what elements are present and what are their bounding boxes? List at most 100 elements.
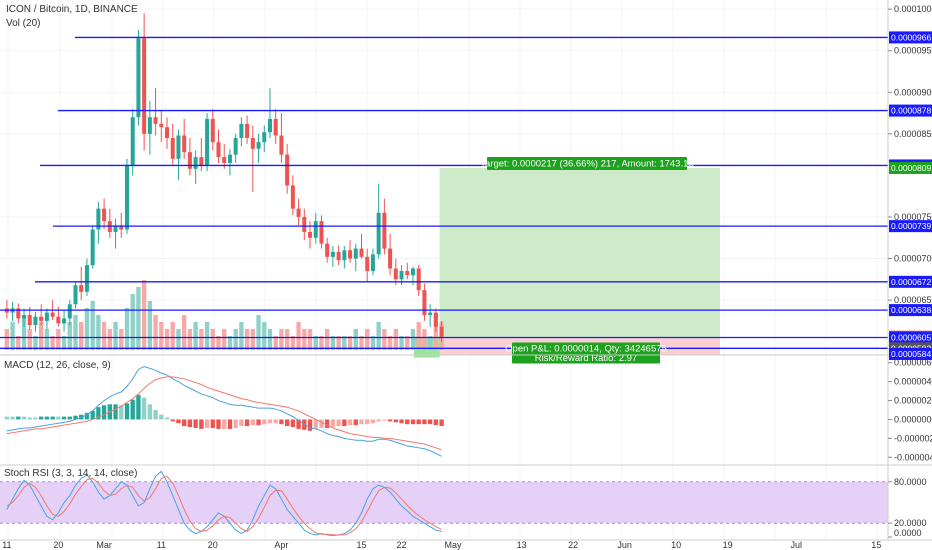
- candle-down[interactable]: [56, 316, 61, 324]
- candle-up[interactable]: [376, 212, 381, 255]
- candle-up[interactable]: [67, 304, 72, 319]
- candle-down[interactable]: [159, 123, 164, 128]
- candle-up[interactable]: [124, 165, 129, 230]
- candle-down[interactable]: [165, 127, 170, 139]
- candle-up[interactable]: [399, 271, 404, 280]
- candle-down[interactable]: [359, 248, 364, 257]
- price-tag[interactable]: [889, 31, 932, 44]
- candle-down[interactable]: [222, 157, 227, 163]
- candle-down[interactable]: [308, 231, 313, 238]
- candle-up[interactable]: [113, 225, 118, 232]
- candle-up[interactable]: [342, 250, 347, 261]
- macd-histogram-bar: [227, 419, 233, 429]
- candle-down[interactable]: [416, 268, 421, 291]
- candle-down[interactable]: [388, 248, 393, 269]
- candle-up[interactable]: [239, 123, 244, 139]
- candle-down[interactable]: [296, 208, 301, 217]
- time-axis[interactable]: 11 20 Mar 11 20 Apr 15 22 May 13 22 Jun 10 19 Jul 15: [2, 540, 881, 550]
- price-tag[interactable]: [889, 331, 932, 344]
- candle-up[interactable]: [147, 117, 152, 134]
- candle-up[interactable]: [256, 142, 261, 149]
- time-tick-label: 11: [157, 540, 166, 550]
- candle-down[interactable]: [210, 118, 215, 143]
- macd-histogram-bar: [416, 419, 421, 425]
- candle-down[interactable]: [393, 268, 398, 280]
- candle-down[interactable]: [27, 315, 32, 326]
- candle-down[interactable]: [250, 138, 255, 149]
- candle-down[interactable]: [325, 243, 330, 257]
- macd-histogram-bar: [113, 404, 118, 420]
- candle-up[interactable]: [313, 221, 318, 238]
- candle-up[interactable]: [136, 38, 141, 118]
- price-tag[interactable]: [889, 161, 932, 174]
- candle-down[interactable]: [39, 316, 44, 321]
- candle-down[interactable]: [290, 185, 295, 209]
- price-tag[interactable]: [889, 348, 932, 360]
- candle-up[interactable]: [370, 254, 375, 272]
- candle-down[interactable]: [279, 135, 284, 155]
- price-tag[interactable]: [889, 304, 932, 317]
- price-tag[interactable]: [889, 104, 932, 117]
- candle-down[interactable]: [348, 250, 353, 259]
- candle-up[interactable]: [262, 132, 267, 143]
- candle-down[interactable]: [273, 118, 278, 136]
- candle-down[interactable]: [79, 285, 84, 292]
- candle-up[interactable]: [205, 118, 210, 166]
- time-tick-label: 22: [568, 540, 578, 550]
- candle-down[interactable]: [405, 271, 410, 276]
- candle-up[interactable]: [267, 118, 272, 133]
- candle-down[interactable]: [102, 208, 107, 222]
- candle-up[interactable]: [330, 251, 335, 257]
- candle-down[interactable]: [433, 312, 438, 327]
- candle-down[interactable]: [336, 251, 341, 261]
- candle-down[interactable]: [199, 157, 204, 166]
- candle-up[interactable]: [227, 154, 232, 163]
- candle-down[interactable]: [422, 290, 427, 316]
- candle-up[interactable]: [428, 312, 433, 316]
- candle-up[interactable]: [73, 285, 78, 305]
- candle-down[interactable]: [302, 216, 307, 232]
- candle-up[interactable]: [353, 248, 358, 259]
- target-label-box[interactable]: [487, 156, 687, 170]
- candle-up[interactable]: [44, 312, 49, 321]
- candle-down[interactable]: [170, 138, 175, 159]
- candle-up[interactable]: [33, 316, 38, 326]
- candle-up[interactable]: [130, 117, 135, 166]
- candle-up[interactable]: [84, 265, 89, 292]
- price-tag[interactable]: [889, 275, 932, 288]
- candle-up[interactable]: [96, 208, 101, 230]
- candle-down[interactable]: [50, 312, 55, 317]
- candle-down[interactable]: [382, 212, 387, 249]
- candle-down[interactable]: [216, 142, 221, 158]
- stoch-rsi-pane: [0, 470, 888, 537]
- candle-down[interactable]: [365, 256, 370, 272]
- candle-up[interactable]: [176, 135, 181, 159]
- level-lines[interactable]: [0, 36, 888, 349]
- candle-up[interactable]: [90, 229, 95, 266]
- candle-down[interactable]: [16, 308, 21, 319]
- candle-up[interactable]: [62, 318, 67, 324]
- candle-up[interactable]: [410, 268, 415, 276]
- candle-down[interactable]: [153, 117, 158, 124]
- volume-bar: [153, 315, 158, 350]
- position-labels[interactable]: Target: 0.0000217 (36.66%) 217, Amount: …: [480, 156, 694, 364]
- candlesticks[interactable]: [4, 13, 444, 342]
- candle-up[interactable]: [193, 157, 198, 169]
- candle-up[interactable]: [22, 315, 27, 319]
- candle-down[interactable]: [142, 38, 147, 134]
- candle-up[interactable]: [233, 138, 238, 155]
- candle-down[interactable]: [119, 225, 124, 230]
- open-pl-box[interactable]: [512, 342, 660, 364]
- candle-down[interactable]: [245, 123, 250, 139]
- candle-down[interactable]: [187, 152, 192, 169]
- candle-down[interactable]: [285, 154, 290, 186]
- price-tag[interactable]: [889, 220, 932, 233]
- candle-down[interactable]: [182, 135, 187, 153]
- macd-histogram-bar: [382, 419, 387, 421]
- candle-down[interactable]: [319, 221, 324, 244]
- volume-bar: [90, 301, 95, 350]
- candle-down[interactable]: [439, 326, 444, 337]
